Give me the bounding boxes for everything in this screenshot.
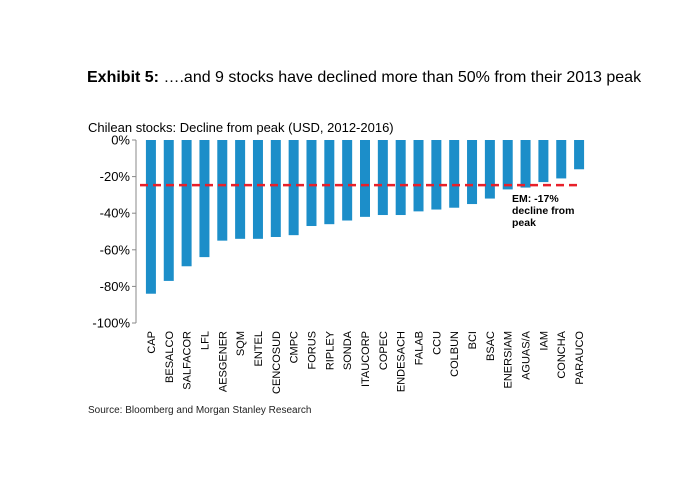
x-tick-label: COPEC — [378, 331, 390, 370]
bar — [467, 140, 478, 205]
bar — [484, 140, 495, 199]
exhibit-title: ….and 9 stocks have declined more than 5… — [163, 69, 642, 86]
bar — [306, 140, 317, 227]
y-tick-label: -80% — [100, 279, 131, 294]
x-tick-label: BCI — [467, 331, 479, 349]
reference-annotation-line: peak — [512, 217, 536, 229]
bar — [556, 140, 567, 179]
bar — [235, 140, 246, 239]
x-tick-label: AGUAS/A — [521, 330, 533, 380]
reference-annotation-line: decline from — [512, 205, 574, 217]
x-tick-label: LFL — [199, 331, 211, 350]
x-tick-label: ENDESACH — [396, 331, 408, 392]
x-tick-label: PARAUCO — [574, 331, 586, 385]
x-tick-label: CENCOSUD — [271, 331, 283, 394]
x-tick-label: BESALCO — [164, 331, 176, 383]
reference-annotation: EM: -17% decline from peak — [512, 193, 574, 229]
chart-title: Chilean stocks: Decline from peak (USD, … — [88, 120, 394, 135]
x-tick-label: CAP — [146, 331, 158, 354]
bar — [342, 140, 353, 221]
x-tick-label: FORUS — [306, 331, 318, 370]
x-tick-label: ENTEL — [253, 331, 265, 366]
bar — [252, 140, 263, 239]
bar — [181, 140, 192, 267]
bar — [270, 140, 281, 237]
y-tick-label: -100% — [92, 316, 130, 331]
bar — [413, 140, 424, 212]
bar — [324, 140, 335, 225]
x-tick-label: SALFACOR — [182, 331, 194, 390]
x-tick-label: BSAC — [485, 331, 497, 361]
y-tick-label: -60% — [100, 242, 131, 257]
x-tick-label: ENERSIAM — [503, 331, 515, 388]
bar — [217, 140, 228, 241]
x-tick-label: SQM — [235, 331, 247, 356]
bar — [377, 140, 388, 216]
source-note: Source: Bloomberg and Morgan Stanley Res… — [88, 405, 312, 416]
x-tick-label: CONCHA — [556, 330, 568, 378]
x-tick-label: AESGENER — [217, 331, 229, 392]
exhibit-heading: Exhibit 5: ….and 9 stocks have declined … — [87, 67, 647, 89]
bar — [199, 140, 210, 258]
bar — [288, 140, 299, 236]
exhibit-label: Exhibit 5: — [87, 69, 160, 86]
bar — [431, 140, 442, 210]
y-tick-label: -20% — [100, 169, 131, 184]
x-tick-label: RIPLEY — [324, 330, 336, 370]
x-tick-label: SONDA — [342, 330, 354, 370]
x-tick-label: FALAB — [414, 331, 426, 365]
bar — [163, 140, 174, 281]
y-tick-label: 0% — [111, 133, 130, 148]
bar — [360, 140, 370, 217]
bar — [145, 140, 156, 294]
bar — [449, 140, 460, 208]
bar — [574, 140, 585, 170]
reference-annotation-line: EM: -17% — [512, 193, 559, 205]
bar — [538, 140, 549, 183]
bar — [520, 140, 531, 188]
y-tick-label: -40% — [100, 206, 131, 221]
x-tick-label: IAM — [538, 331, 550, 351]
bar — [395, 140, 406, 216]
x-tick-label: CCU — [431, 331, 443, 355]
bar — [502, 140, 513, 190]
x-tick-label: CMPC — [289, 331, 301, 363]
x-tick-label: COLBUN — [449, 331, 461, 377]
x-tick-label: ITAUCORP — [360, 331, 372, 387]
